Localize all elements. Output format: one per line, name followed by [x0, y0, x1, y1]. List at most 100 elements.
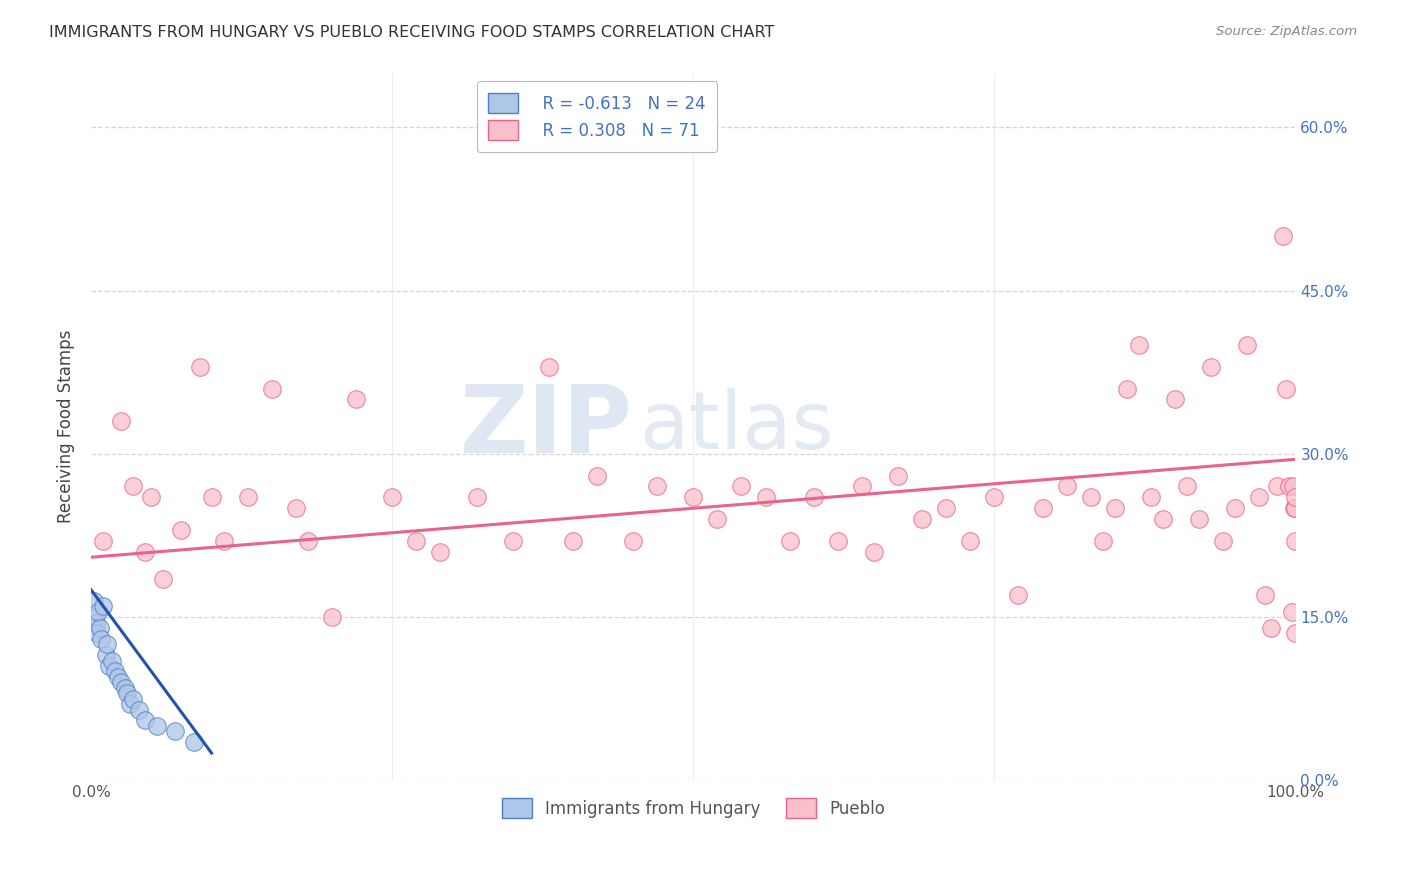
Text: Source: ZipAtlas.com: Source: ZipAtlas.com [1216, 25, 1357, 38]
Point [91, 533, 114, 548]
Point [141, 491, 163, 505]
Point [146, 719, 169, 733]
Point [110, 414, 132, 428]
Point [1225, 501, 1247, 516]
Point [1284, 501, 1306, 516]
Point [803, 491, 825, 505]
Point [1140, 491, 1163, 505]
Point [104, 665, 127, 679]
Point [827, 533, 849, 548]
Point [1249, 491, 1271, 505]
Text: atlas: atlas [640, 388, 834, 466]
Point [682, 491, 704, 505]
Point [1152, 512, 1174, 526]
Point [122, 691, 145, 706]
Point [134, 545, 156, 559]
Point [706, 512, 728, 526]
Point [1032, 501, 1054, 516]
Y-axis label: Receiving Food Stamps: Receiving Food Stamps [58, 330, 75, 524]
Point [122, 479, 145, 493]
Point [1254, 588, 1277, 602]
Point [83, 610, 105, 624]
Point [405, 533, 427, 548]
Point [983, 491, 1005, 505]
Point [200, 491, 222, 505]
Point [100, 654, 122, 668]
Point [118, 697, 141, 711]
Point [911, 512, 934, 526]
Point [297, 533, 319, 548]
Point [1007, 588, 1029, 602]
Point [1199, 359, 1222, 374]
Point [321, 610, 343, 624]
Text: IMMIGRANTS FROM HUNGARY VS PUEBLO RECEIVING FOOD STAMPS CORRELATION CHART: IMMIGRANTS FROM HUNGARY VS PUEBLO RECEIV… [49, 25, 775, 40]
Point [284, 501, 307, 516]
Point [754, 491, 776, 505]
Point [1080, 491, 1102, 505]
Point [96, 637, 118, 651]
Point [91, 599, 114, 614]
Point [1164, 392, 1187, 407]
Point [1236, 338, 1258, 352]
Point [165, 724, 187, 739]
Point [935, 501, 957, 516]
Point [86, 626, 108, 640]
Point [1278, 479, 1301, 493]
Point [89, 621, 111, 635]
Point [621, 533, 644, 548]
Point [1115, 382, 1137, 396]
Point [645, 479, 668, 493]
Point [98, 659, 121, 673]
Point [212, 533, 235, 548]
Point [863, 545, 886, 559]
Point [107, 670, 129, 684]
Point [134, 714, 156, 728]
Point [94, 648, 117, 662]
Point [537, 359, 560, 374]
Point [1212, 533, 1234, 548]
Point [887, 468, 910, 483]
Point [1056, 479, 1078, 493]
Point [1284, 501, 1306, 516]
Point [465, 491, 488, 505]
Point [1284, 626, 1306, 640]
Point [87, 605, 110, 619]
Point [1275, 382, 1298, 396]
Point [110, 675, 132, 690]
Point [586, 468, 609, 483]
Point [183, 735, 205, 749]
Point [1282, 479, 1305, 493]
Point [114, 681, 136, 695]
Point [1091, 533, 1114, 548]
Point [429, 545, 451, 559]
Point [1188, 512, 1211, 526]
Point [779, 533, 801, 548]
Point [117, 686, 139, 700]
Legend: Immigrants from Hungary, Pueblo: Immigrants from Hungary, Pueblo [495, 791, 891, 825]
Point [344, 392, 367, 407]
Point [236, 491, 259, 505]
Point [851, 479, 873, 493]
Point [1284, 533, 1306, 548]
Point [1260, 621, 1282, 635]
Point [1104, 501, 1126, 516]
Point [381, 491, 404, 505]
Point [152, 572, 174, 586]
Point [260, 382, 283, 396]
Point [83, 593, 105, 607]
Point [128, 702, 150, 716]
Point [502, 533, 524, 548]
Point [730, 479, 752, 493]
Point [84, 615, 107, 630]
Point [1281, 605, 1303, 619]
Point [1128, 338, 1150, 352]
Point [90, 632, 112, 646]
Point [1267, 479, 1289, 493]
Point [188, 359, 211, 374]
Point [170, 523, 193, 537]
Point [1175, 479, 1198, 493]
Point [1272, 229, 1295, 244]
Point [561, 533, 583, 548]
Text: ZIP: ZIP [460, 381, 633, 473]
Point [959, 533, 981, 548]
